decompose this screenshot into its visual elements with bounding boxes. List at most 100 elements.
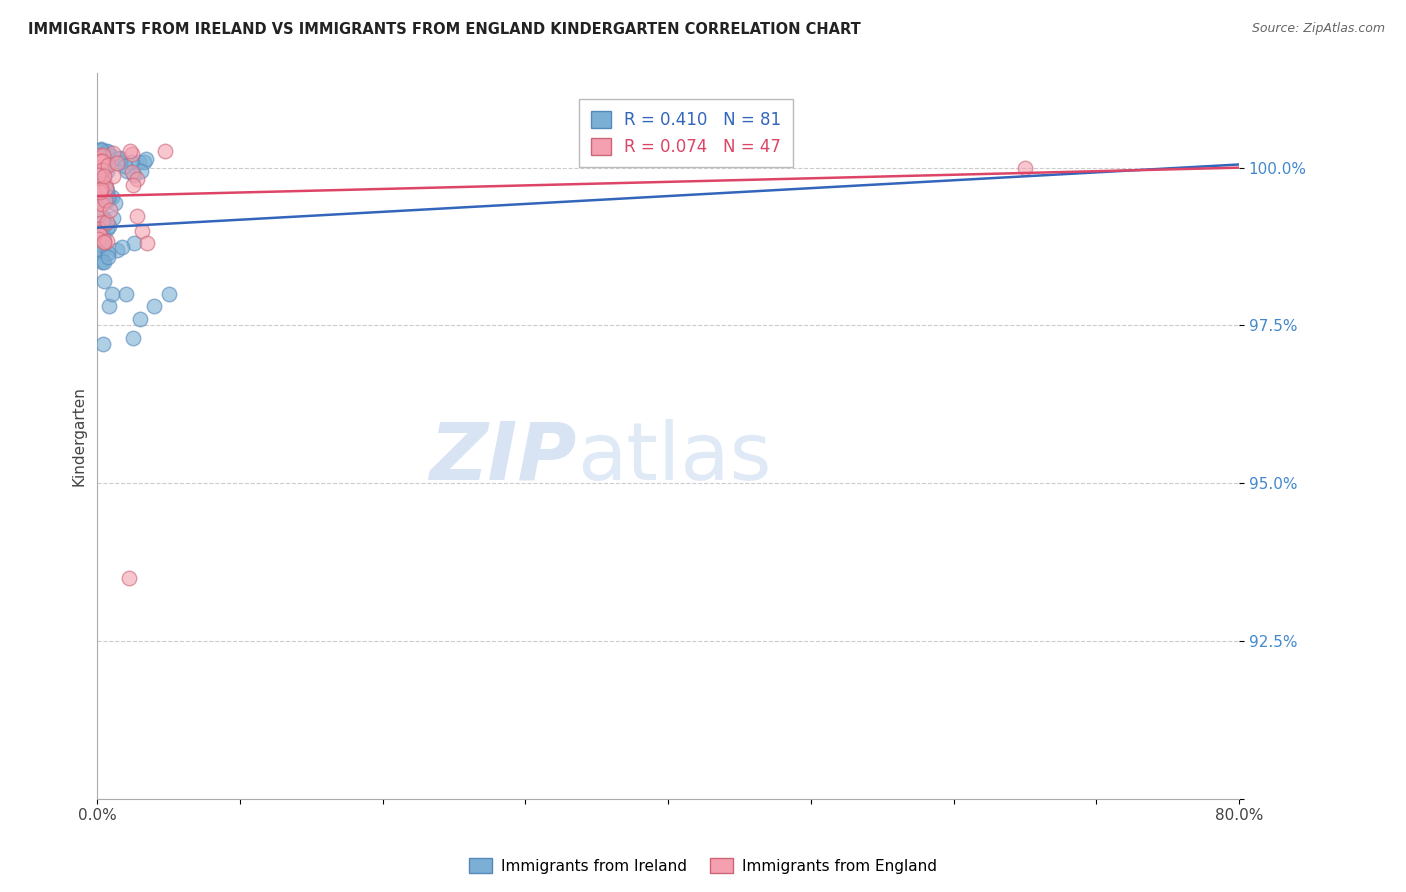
Point xyxy=(129,312,152,326)
Y-axis label: Kindergarten: Kindergarten xyxy=(72,386,86,486)
Point xyxy=(89,153,111,167)
Point xyxy=(90,253,112,268)
Point xyxy=(105,244,128,258)
Point xyxy=(111,240,134,254)
Point xyxy=(94,148,117,162)
Point xyxy=(1014,161,1036,175)
Point xyxy=(96,215,118,229)
Point xyxy=(90,142,112,156)
Point xyxy=(94,196,117,211)
Point xyxy=(90,196,112,211)
Point xyxy=(91,158,114,172)
Point xyxy=(89,227,111,242)
Point xyxy=(87,159,110,173)
Point xyxy=(97,245,120,260)
Point xyxy=(91,210,114,224)
Point xyxy=(89,228,111,243)
Point xyxy=(91,215,114,229)
Point xyxy=(96,222,118,236)
Point xyxy=(153,145,176,159)
Point xyxy=(93,233,115,247)
Point xyxy=(143,300,166,314)
Point xyxy=(87,202,110,216)
Point xyxy=(125,209,148,223)
Point xyxy=(90,182,112,196)
Point xyxy=(101,211,124,225)
Point xyxy=(93,150,115,164)
Point xyxy=(87,148,110,162)
Text: atlas: atlas xyxy=(576,418,770,497)
Point xyxy=(89,169,111,183)
Point xyxy=(157,286,180,301)
Point xyxy=(89,180,111,194)
Point xyxy=(114,160,136,174)
Point xyxy=(97,190,120,204)
Point xyxy=(93,235,115,249)
Point xyxy=(91,227,114,242)
Point xyxy=(91,216,114,230)
Point xyxy=(132,155,155,169)
Point xyxy=(94,180,117,194)
Point xyxy=(89,186,111,200)
Point xyxy=(122,331,145,345)
Point xyxy=(87,177,110,191)
Point xyxy=(91,215,114,229)
Point xyxy=(91,160,114,174)
Point xyxy=(86,153,108,167)
Point xyxy=(129,163,152,178)
Point xyxy=(96,163,118,178)
Point xyxy=(108,151,131,165)
Point xyxy=(91,219,114,233)
Point xyxy=(91,153,114,168)
Point xyxy=(91,337,114,351)
Point xyxy=(87,168,110,182)
Point xyxy=(115,286,138,301)
Legend: R = 0.410   N = 81, R = 0.074   N = 47: R = 0.410 N = 81, R = 0.074 N = 47 xyxy=(579,99,793,168)
Point xyxy=(91,173,114,187)
Point xyxy=(94,194,117,208)
Point xyxy=(96,184,118,198)
Point xyxy=(90,169,112,184)
Point xyxy=(97,157,120,171)
Point xyxy=(98,202,121,217)
Point xyxy=(87,164,110,178)
Point xyxy=(96,180,118,194)
Point xyxy=(93,169,115,183)
Point xyxy=(90,193,112,207)
Point xyxy=(100,286,122,301)
Point xyxy=(94,160,117,174)
Point xyxy=(103,145,125,160)
Point xyxy=(86,208,108,222)
Point xyxy=(89,144,111,158)
Point xyxy=(90,174,112,188)
Point xyxy=(131,224,153,238)
Point xyxy=(121,147,143,161)
Point xyxy=(89,215,111,229)
Point xyxy=(96,144,118,158)
Point xyxy=(97,300,120,314)
Point xyxy=(90,153,112,168)
Legend: Immigrants from Ireland, Immigrants from England: Immigrants from Ireland, Immigrants from… xyxy=(463,852,943,880)
Point xyxy=(135,153,157,167)
Point xyxy=(93,161,115,175)
Point xyxy=(97,219,120,233)
Point xyxy=(90,143,112,157)
Point xyxy=(90,183,112,197)
Point xyxy=(89,222,111,236)
Point xyxy=(118,571,141,585)
Text: ZIP: ZIP xyxy=(429,418,576,497)
Point xyxy=(121,165,143,179)
Point xyxy=(90,197,112,211)
Point xyxy=(97,192,120,206)
Point xyxy=(89,195,111,210)
Point xyxy=(110,154,132,169)
Point xyxy=(93,153,115,167)
Point xyxy=(101,189,124,203)
Point xyxy=(93,255,115,269)
Point xyxy=(91,162,114,177)
Point xyxy=(127,172,149,186)
Point xyxy=(87,232,110,246)
Point xyxy=(87,192,110,206)
Point xyxy=(108,153,131,167)
Point xyxy=(105,156,128,170)
